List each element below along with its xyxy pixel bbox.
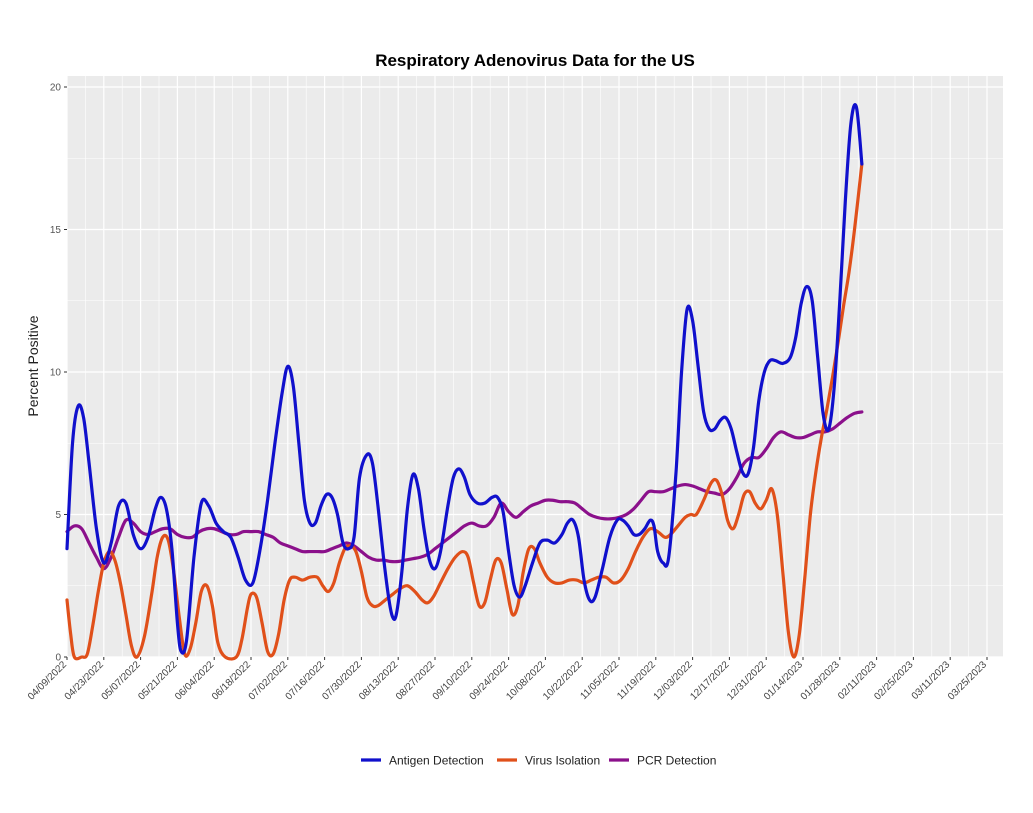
y-tick-label: 5 (55, 510, 61, 521)
series-line-antigen-detection (65, 103, 864, 655)
x-tick-label: 10/22/2022 (541, 659, 584, 702)
series-line-virus-isolation (65, 162, 864, 661)
x-tick-label: 02/25/2023 (872, 659, 915, 702)
y-axis-label: Percent Positive (25, 315, 41, 416)
y-tick-label: 20 (50, 83, 62, 94)
chart-title: Respiratory Adenovirus Data for the US (375, 51, 695, 70)
x-tick-label: 01/28/2023 (799, 659, 842, 702)
legend: Antigen Detection Virus Isolation PCR Dete… (361, 754, 716, 768)
series-line-pcr-detection (65, 410, 864, 571)
x-tick-label: 11/05/2022 (578, 659, 621, 702)
legend-label-pcr-detection: PCR Detection (637, 754, 716, 768)
legend-label-antigen-detection: Antigen Detection (389, 754, 484, 768)
series-layer (65, 103, 864, 661)
y-tick-label: 0 (55, 653, 61, 664)
x-axis-ticks: 04/09/202204/23/202205/07/202205/21/2022… (26, 657, 989, 703)
y-axis-ticks: 0 5 10 15 20 (50, 83, 67, 664)
y-tick-label: 10 (50, 368, 62, 379)
x-tick-label: 03/25/2023 (946, 659, 989, 702)
legend-label-virus-isolation: Virus Isolation (525, 754, 600, 768)
y-tick-label: 15 (50, 225, 62, 236)
